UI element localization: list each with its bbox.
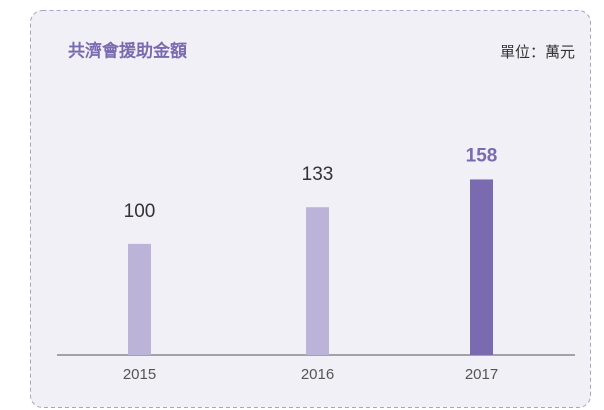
chart-title: 共濟會援助金額: [68, 40, 187, 60]
bar: [306, 207, 329, 355]
x-tick-label: 2017: [465, 366, 498, 383]
bar: [128, 243, 151, 355]
value-label: 100: [124, 201, 156, 222]
value-label: 133: [302, 164, 334, 185]
x-tick-label: 2016: [301, 366, 334, 383]
bar: [470, 179, 493, 355]
unit-label: 單位：萬元: [500, 44, 575, 61]
x-tick-label: 2015: [123, 366, 156, 383]
value-label: 158: [466, 145, 498, 166]
